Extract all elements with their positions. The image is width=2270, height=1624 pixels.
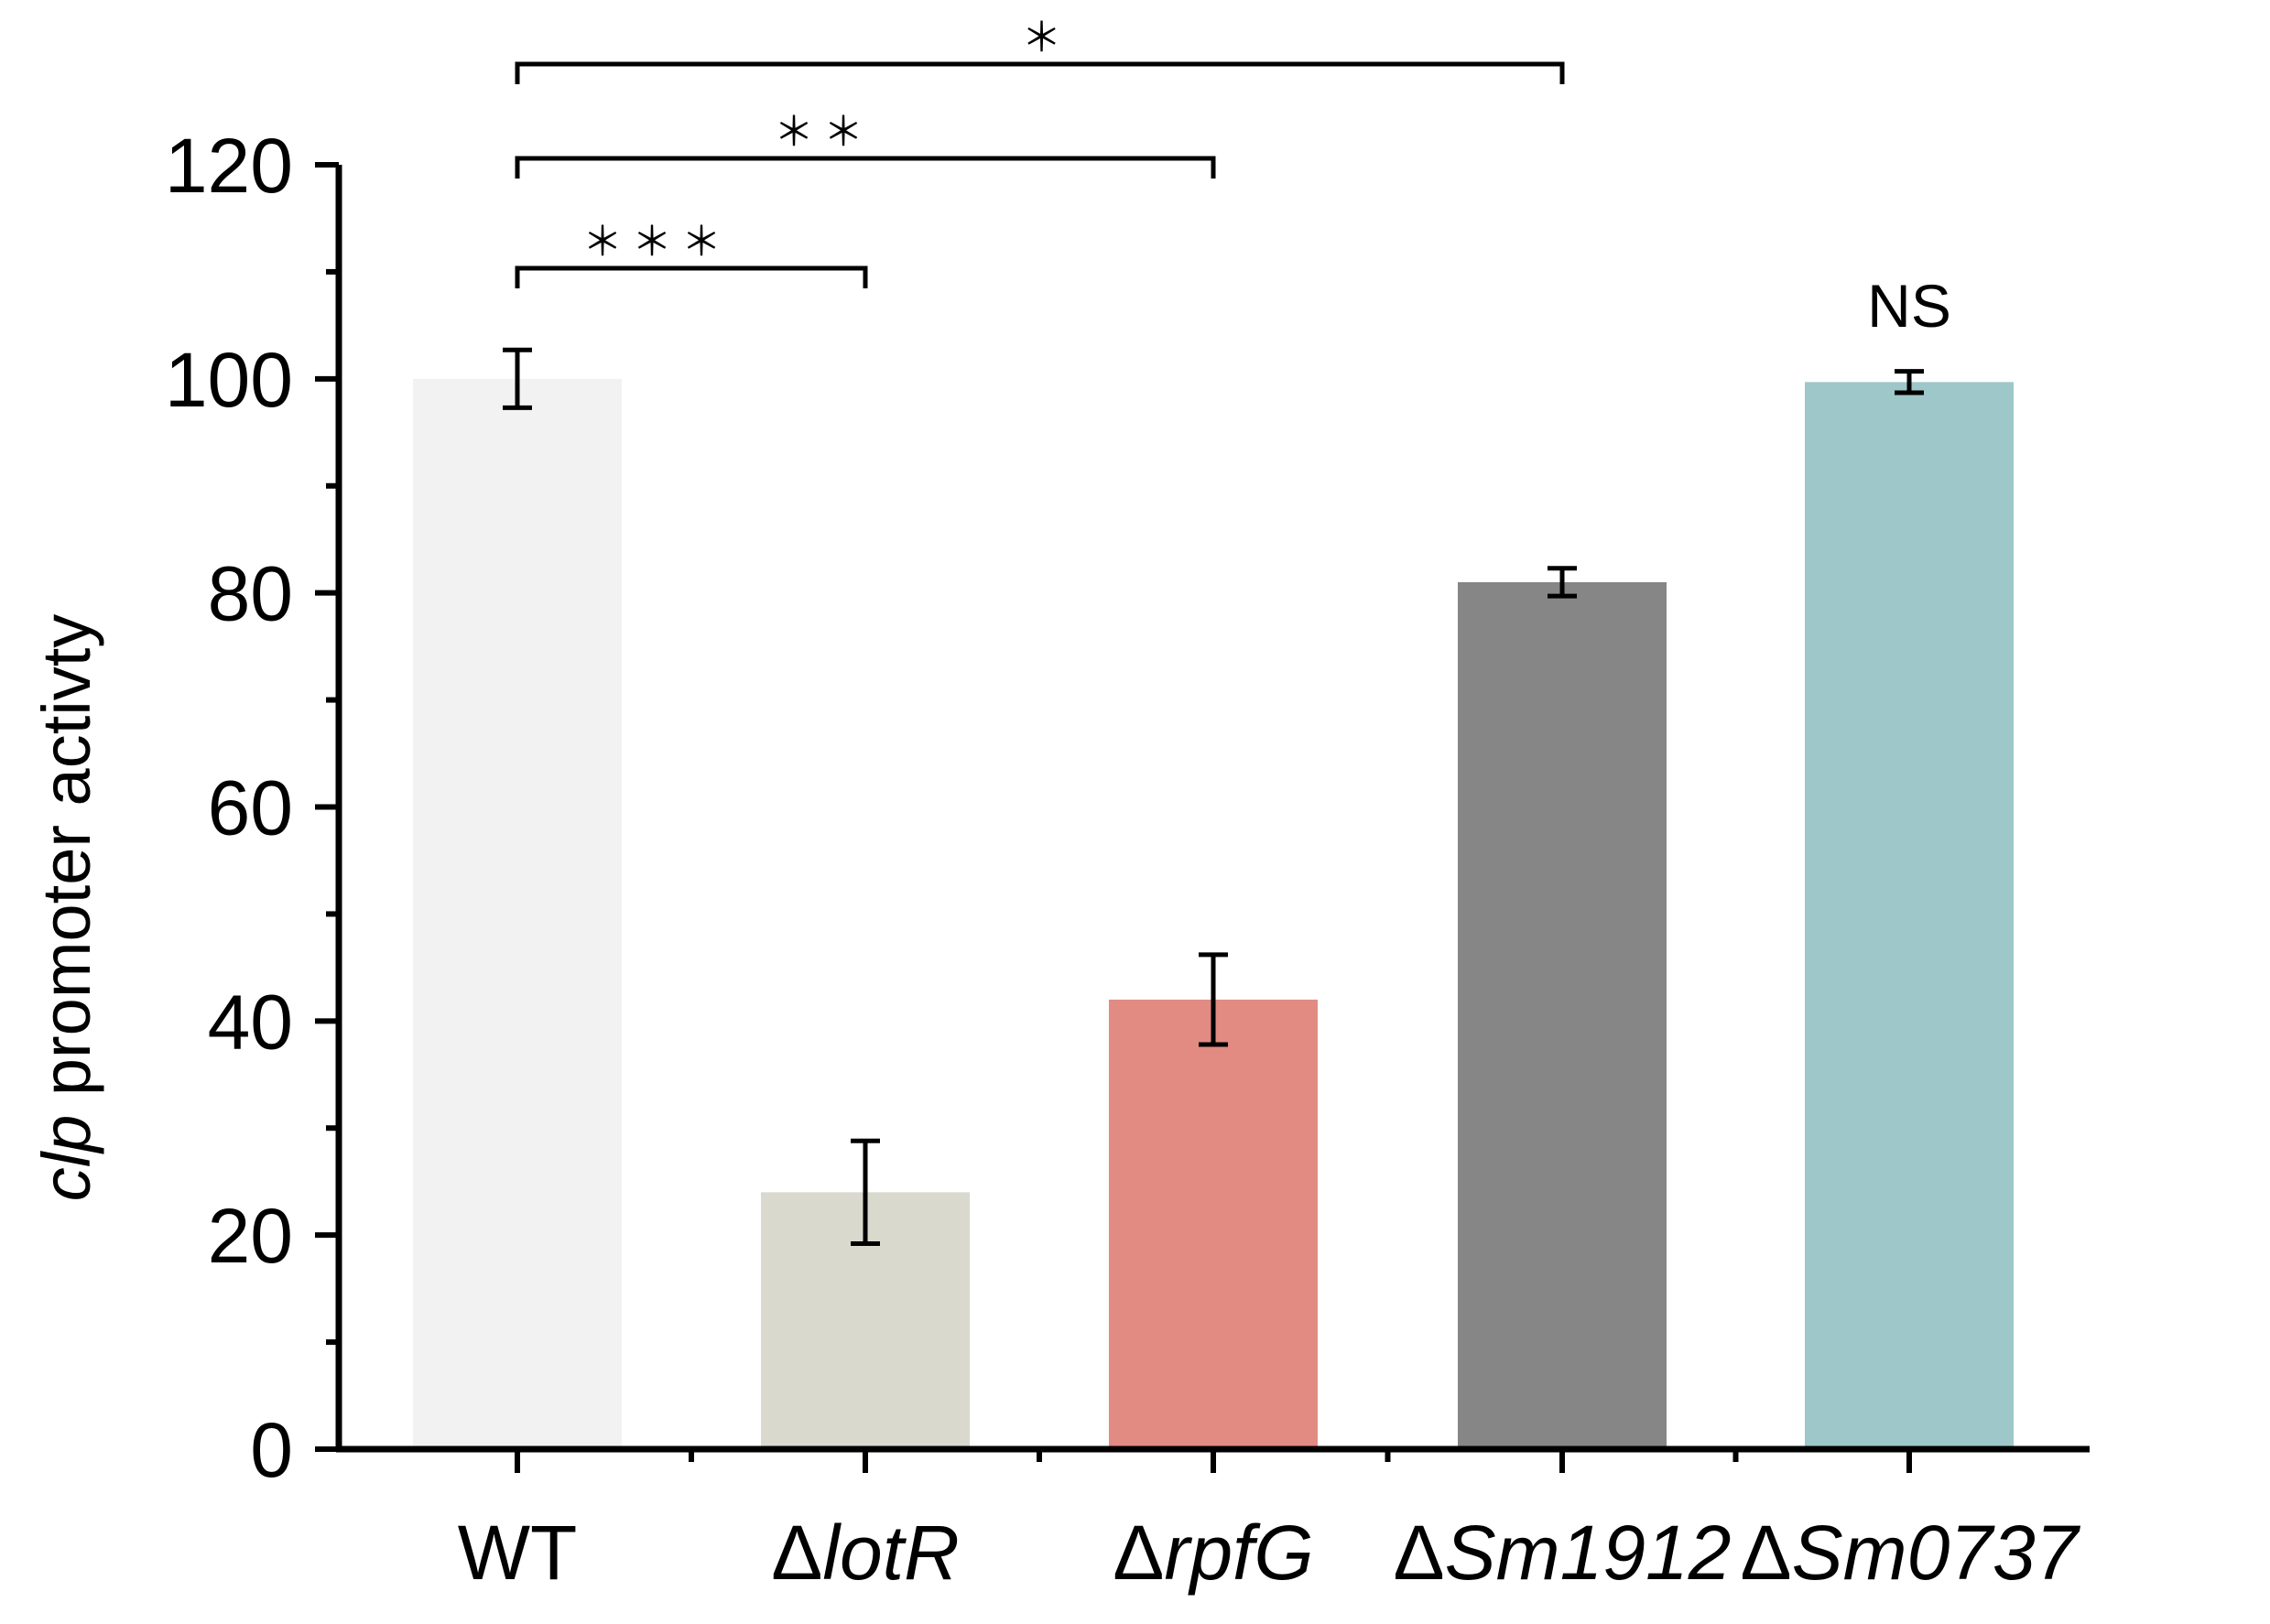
category-prefix: Δ xyxy=(771,1510,822,1596)
category-prefix: Δ xyxy=(1741,1510,1792,1596)
category-prefix: Δ xyxy=(1113,1510,1164,1596)
significance-bracket-0: ＊＊＊ xyxy=(515,220,868,288)
category-name: Sm0737 xyxy=(1792,1510,2081,1596)
axes-layer xyxy=(315,162,2090,1473)
error-bar-2 xyxy=(1199,952,1228,1047)
category-name: Sm1912 xyxy=(1445,1510,1732,1596)
y-tick-label: 80 xyxy=(208,551,293,637)
bar-0 xyxy=(413,378,622,1449)
y-axis-title-regular: promoter activty xyxy=(28,614,104,1115)
y-axis-title-italic: clp xyxy=(28,1115,104,1202)
significance-bracket-1: ＊＊ xyxy=(515,110,1216,179)
x-category-label: ΔSm0737 xyxy=(1741,1510,2081,1596)
y-axis-title: clp promoter activty xyxy=(28,614,104,1202)
error-bar-3 xyxy=(1548,566,1577,599)
bars-layer xyxy=(413,378,2014,1449)
significance-layer: ＊＊＊＊＊＊NS xyxy=(515,16,1951,340)
y-tick-label: 0 xyxy=(250,1407,293,1493)
error-bar-4 xyxy=(1895,369,1924,395)
bar-4 xyxy=(1805,382,2014,1449)
significance-bracket-line xyxy=(515,156,1216,179)
y-tick-label: 20 xyxy=(208,1193,293,1279)
y-tick-label: 40 xyxy=(208,979,293,1065)
significance-bracket-line xyxy=(515,61,1565,84)
bar-3 xyxy=(1458,581,1667,1449)
significance-label: ＊＊ xyxy=(774,110,873,155)
y-tick-label: 100 xyxy=(165,337,293,423)
y-tick-label: 60 xyxy=(208,765,293,851)
error-bar-0 xyxy=(503,347,532,410)
annotation-label: NS xyxy=(1867,272,1951,340)
x-category-label: ΔlotR xyxy=(771,1510,960,1596)
y-tick-label: 120 xyxy=(165,123,293,209)
significance-label: ＊ xyxy=(1022,16,1071,60)
bar-2 xyxy=(1109,999,1318,1449)
x-category-label: ΔSm1912 xyxy=(1394,1510,1732,1596)
x-category-label: WT xyxy=(458,1510,578,1596)
error-bars-layer xyxy=(503,347,1924,1247)
x-category-label: ΔrpfG xyxy=(1113,1510,1313,1596)
significance-bracket-line xyxy=(515,265,868,288)
significance-label: ＊＊＊ xyxy=(582,220,731,265)
significance-bracket-2: ＊ xyxy=(515,16,1565,84)
category-name: rpfG xyxy=(1164,1510,1313,1596)
category-prefix: Δ xyxy=(1394,1510,1445,1596)
category-name: lotR xyxy=(822,1510,959,1596)
error-bar-1 xyxy=(851,1138,880,1247)
